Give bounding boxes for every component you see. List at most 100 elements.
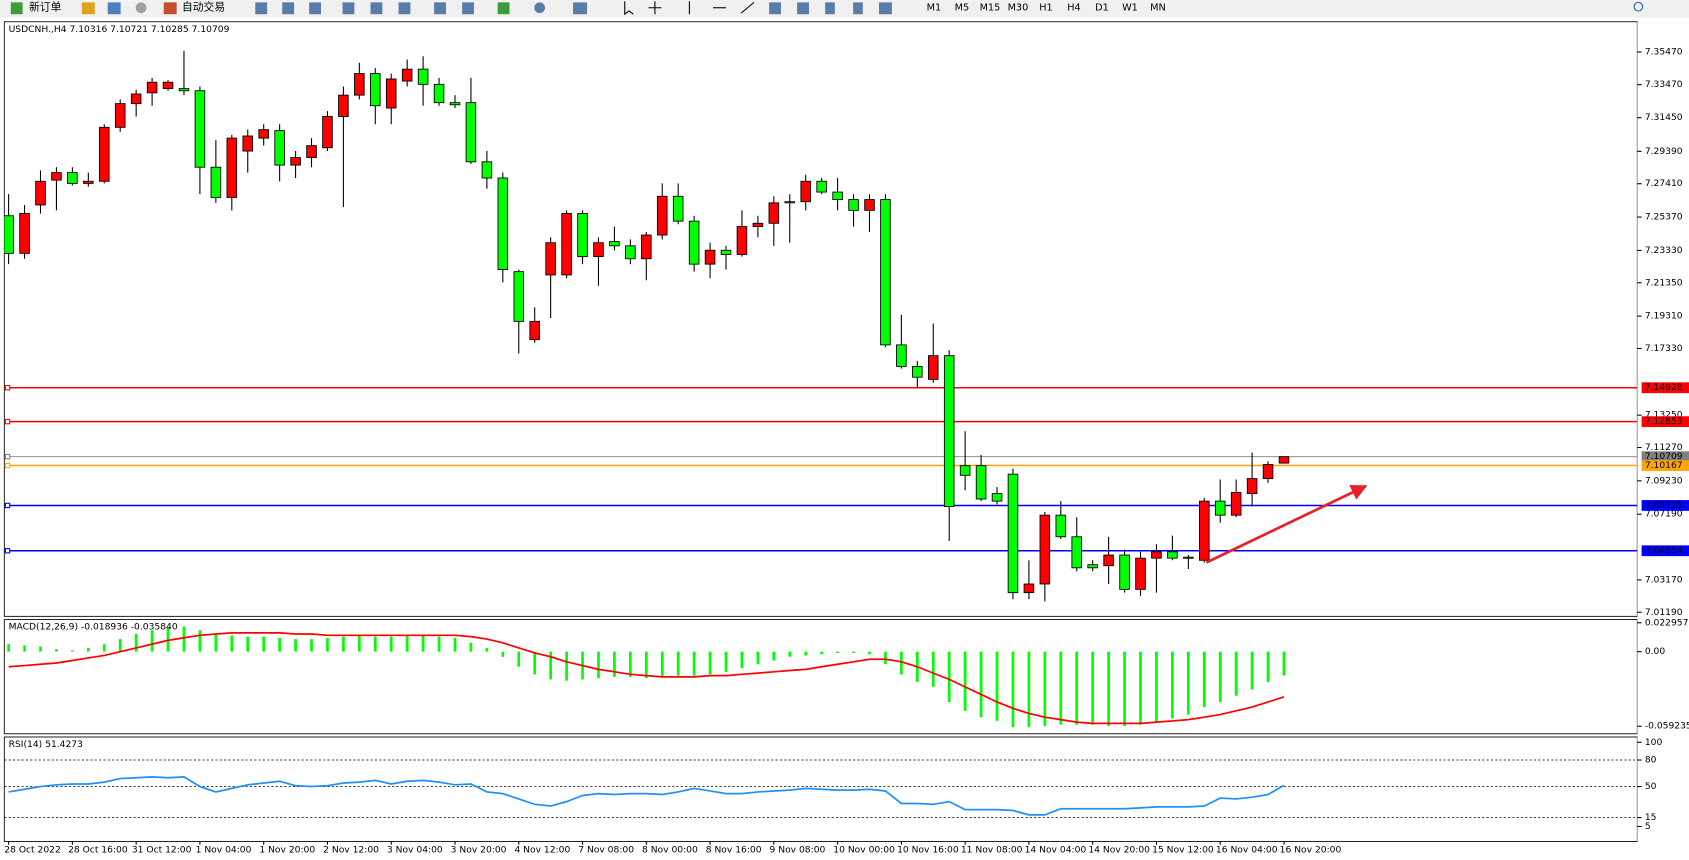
icon[interactable] (342, 2, 355, 15)
x-tick-label: 14 Nov 20:00 (1088, 846, 1150, 856)
y-tick-label: 7.33470 (1645, 80, 1683, 90)
timeframe-button[interactable]: W1 (1122, 3, 1138, 14)
annotation-arrow (1205, 484, 1368, 564)
candle-body (1167, 551, 1178, 559)
icon[interactable] (81, 2, 95, 15)
timeframe-button[interactable]: D1 (1095, 3, 1109, 14)
y-tick-label: 50 (1645, 782, 1657, 792)
indicator-line (8, 775, 1285, 816)
candle-body (720, 249, 732, 255)
candle-body (577, 213, 588, 258)
x-tick-label: 28 Oct 16:00 (68, 846, 128, 856)
timeframe-button[interactable]: MN (1150, 3, 1166, 14)
level-label: 7.07725 (1645, 501, 1683, 511)
level-label-bg (1641, 500, 1689, 511)
icon[interactable] (135, 2, 147, 14)
x-tick-label: 2 Nov 12:00 (323, 846, 379, 856)
timeframe-button[interactable]: H1 (1039, 3, 1052, 14)
icon[interactable] (398, 2, 411, 15)
icon[interactable] (255, 2, 268, 15)
candle-body (274, 130, 285, 166)
panel-title: MACD(12,26,9) -0.018936 -0.035840 (9, 623, 178, 633)
level-label-bg (1641, 382, 1689, 394)
candle-body (481, 161, 493, 179)
y-tick-label: 7.31450 (1645, 113, 1683, 123)
icon[interactable] (825, 2, 835, 15)
candle-body (114, 103, 126, 128)
x-tick-label: 8 Nov 16:00 (706, 846, 762, 856)
candle-body (864, 199, 875, 211)
x-tick-label: 16 Nov 04:00 (1216, 846, 1278, 856)
candle-body (194, 90, 206, 168)
y-tick-label: 7.17330 (1645, 344, 1683, 354)
timeframe-button[interactable]: M30 (1008, 3, 1029, 14)
candle-body (912, 366, 923, 378)
icon[interactable] (769, 2, 781, 15)
candle-body (752, 222, 764, 227)
candle-body (816, 180, 827, 193)
x-tick-label: 16 Nov 20:00 (1280, 846, 1342, 856)
icon[interactable] (878, 2, 892, 15)
candle-body (848, 199, 859, 211)
icon (163, 2, 177, 15)
candle-body (433, 83, 445, 104)
icon[interactable] (282, 2, 295, 15)
y-tick-label: 7.27410 (1645, 179, 1683, 189)
candle-body (1262, 464, 1274, 480)
icon[interactable] (370, 2, 383, 15)
level-label: 7.04954 (1645, 546, 1683, 556)
level-label-bg (1641, 416, 1689, 428)
icon[interactable] (309, 2, 321, 15)
candle-body (704, 249, 716, 265)
new-order-button[interactable]: 新订单 (10, 1, 62, 15)
x-tick-label: 1 Nov 04:00 (196, 846, 252, 856)
candle-body (1214, 500, 1226, 516)
level-label-bg (1641, 545, 1689, 557)
y-tick-label: 7.25370 (1645, 213, 1683, 223)
icon[interactable] (462, 2, 474, 15)
timeframe-buttons: M1 M5 M15 M30 H1 H4 D1 W1 MN (927, 3, 1166, 14)
icon[interactable] (534, 2, 546, 14)
icon[interactable] (797, 2, 809, 15)
icon[interactable] (573, 2, 588, 15)
auto-trading-button[interactable]: 自动交易 (163, 1, 225, 15)
icon[interactable] (624, 1, 634, 16)
button-label[interactable]: 新订单 (29, 1, 62, 14)
candle-body (162, 81, 174, 90)
candle-body (1087, 564, 1098, 569)
candle-body (784, 201, 796, 204)
icon[interactable] (107, 2, 121, 15)
timeframe-button[interactable]: M5 (955, 3, 970, 14)
candle-body (306, 145, 317, 159)
candle-body (672, 195, 684, 222)
chart-panel: 100 80 50 155 RSI(14) 51.4273 (3, 736, 1689, 842)
chart-panel: 0.022957 0.00 -0.059235 MACD(12,26,9) -0.01… (3, 618, 1689, 735)
candle-body (1183, 556, 1194, 559)
icon[interactable] (740, 1, 755, 14)
y-tick-label: 80 (1645, 756, 1657, 766)
x-tick-label: 31 Oct 12:00 (132, 846, 192, 856)
y-tick-label: 7.21350 (1645, 278, 1683, 288)
plot-area (7, 626, 1286, 728)
candle-body (290, 157, 301, 166)
icon[interactable] (497, 2, 510, 15)
candle-body (242, 135, 254, 152)
candle-body (943, 355, 955, 507)
timeframe-button[interactable]: H4 (1067, 3, 1080, 14)
icon[interactable] (648, 1, 662, 15)
timeframe-button[interactable]: M1 (927, 3, 942, 14)
x-tick-label: 1 Nov 20:00 (259, 846, 315, 856)
candle-body (338, 94, 349, 117)
icon[interactable] (853, 2, 863, 15)
button-label[interactable]: 自动交易 (182, 1, 225, 14)
candle-body (975, 465, 987, 500)
y-tick-label: 7.19310 (1645, 312, 1683, 322)
candle-body (688, 220, 700, 265)
search-icon[interactable] (1633, 1, 1644, 12)
y-tick-label: 7.09230 (1645, 476, 1683, 486)
icon[interactable] (434, 2, 446, 15)
chart-panel: 7.35470 7.33470 7.31450 7.29390 7.27410 7.253… (3, 21, 1689, 618)
timeframe-button[interactable]: M15 (980, 3, 1001, 14)
candle-body (417, 68, 429, 85)
